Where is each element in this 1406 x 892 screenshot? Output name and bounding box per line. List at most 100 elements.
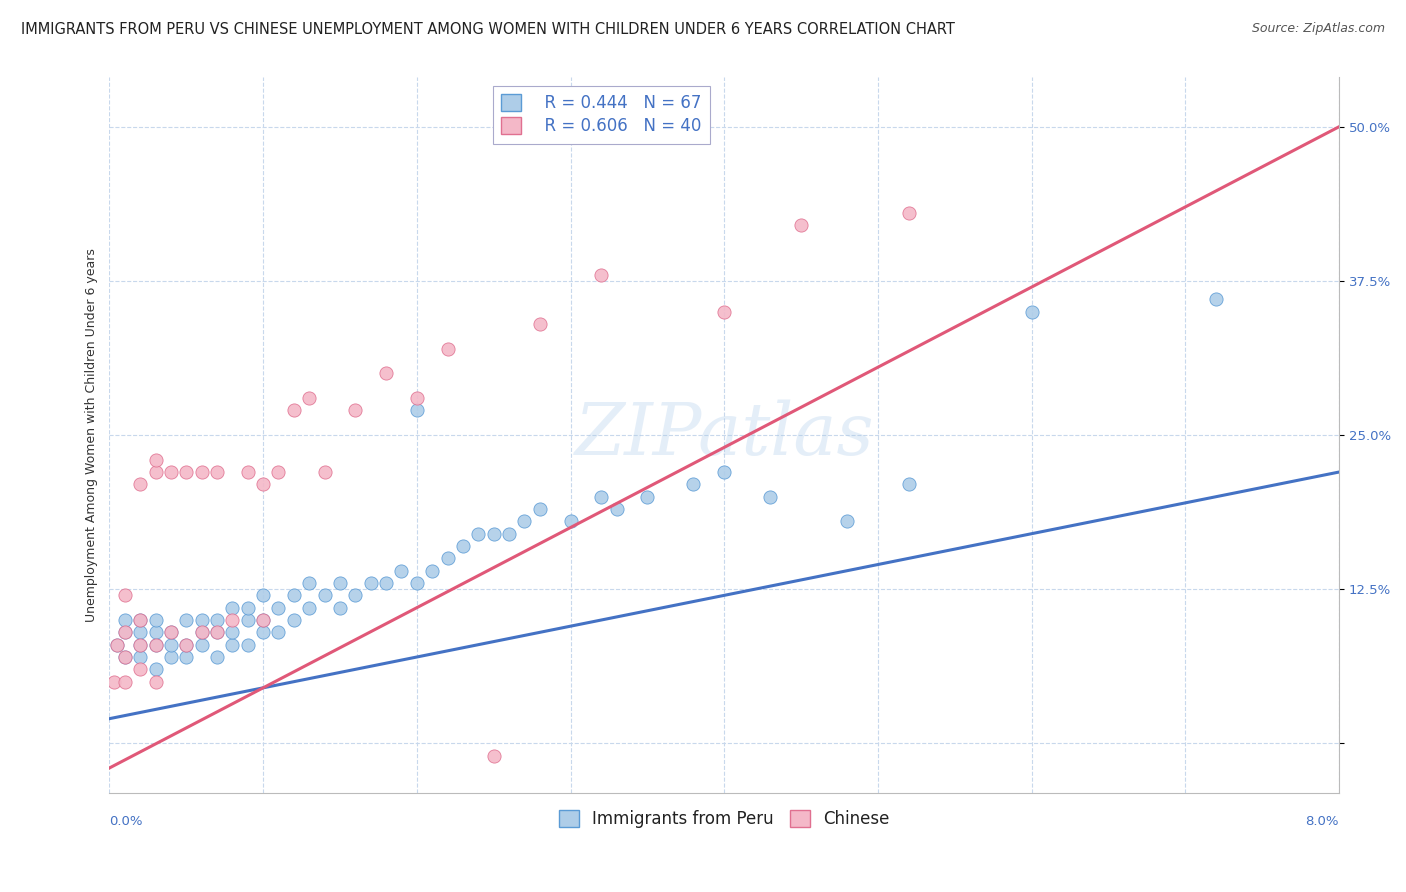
Point	[267, 465, 290, 479]
Point	[160, 625, 183, 640]
Point	[174, 638, 197, 652]
Point	[498, 526, 520, 541]
Point	[190, 465, 212, 479]
Point	[436, 551, 458, 566]
Point	[190, 625, 212, 640]
Point	[205, 465, 228, 479]
Point	[314, 588, 336, 602]
Text: 8.0%: 8.0%	[1306, 815, 1339, 828]
Point	[252, 625, 274, 640]
Point	[375, 576, 398, 591]
Point	[451, 539, 474, 553]
Point	[105, 638, 128, 652]
Point	[160, 650, 183, 665]
Point	[105, 638, 128, 652]
Point	[205, 613, 228, 627]
Point	[252, 588, 274, 602]
Point	[897, 477, 920, 491]
Point	[236, 613, 259, 627]
Point	[252, 613, 274, 627]
Point	[129, 613, 152, 627]
Point	[160, 625, 183, 640]
Point	[529, 317, 551, 331]
Point	[298, 391, 321, 405]
Point	[145, 638, 167, 652]
Point	[145, 674, 167, 689]
Point	[129, 625, 152, 640]
Point	[298, 576, 321, 591]
Point	[114, 650, 136, 665]
Point	[329, 576, 352, 591]
Point	[713, 465, 735, 479]
Point	[145, 638, 167, 652]
Point	[190, 625, 212, 640]
Point	[682, 477, 704, 491]
Point	[591, 268, 613, 282]
Point	[114, 613, 136, 627]
Point	[713, 304, 735, 318]
Point	[314, 465, 336, 479]
Point	[283, 588, 305, 602]
Point	[221, 625, 243, 640]
Point	[129, 650, 152, 665]
Point	[236, 465, 259, 479]
Point	[375, 367, 398, 381]
Point	[174, 613, 197, 627]
Point	[129, 638, 152, 652]
Point	[129, 613, 152, 627]
Point	[174, 465, 197, 479]
Point	[236, 600, 259, 615]
Point	[114, 625, 136, 640]
Point	[145, 613, 167, 627]
Point	[790, 219, 813, 233]
Point	[252, 477, 274, 491]
Point	[190, 638, 212, 652]
Point	[329, 600, 352, 615]
Point	[467, 526, 489, 541]
Text: ZIPatlas: ZIPatlas	[575, 400, 875, 470]
Point	[145, 465, 167, 479]
Point	[482, 526, 505, 541]
Legend: Immigrants from Peru, Chinese: Immigrants from Peru, Chinese	[553, 803, 897, 834]
Point	[205, 625, 228, 640]
Point	[114, 674, 136, 689]
Point	[420, 564, 443, 578]
Text: IMMIGRANTS FROM PERU VS CHINESE UNEMPLOYMENT AMONG WOMEN WITH CHILDREN UNDER 6 Y: IMMIGRANTS FROM PERU VS CHINESE UNEMPLOY…	[21, 22, 955, 37]
Point	[513, 514, 536, 528]
Point	[267, 625, 290, 640]
Point	[298, 600, 321, 615]
Point	[103, 674, 125, 689]
Point	[405, 403, 427, 417]
Point	[482, 748, 505, 763]
Point	[360, 576, 382, 591]
Point	[129, 477, 152, 491]
Point	[221, 613, 243, 627]
Point	[759, 490, 782, 504]
Point	[405, 576, 427, 591]
Y-axis label: Unemployment Among Women with Children Under 6 years: Unemployment Among Women with Children U…	[86, 248, 98, 622]
Point	[160, 465, 183, 479]
Point	[205, 625, 228, 640]
Point	[129, 638, 152, 652]
Point	[190, 613, 212, 627]
Point	[283, 613, 305, 627]
Point	[267, 600, 290, 615]
Point	[897, 206, 920, 220]
Point	[636, 490, 658, 504]
Point	[174, 638, 197, 652]
Point	[221, 600, 243, 615]
Point	[283, 403, 305, 417]
Point	[837, 514, 859, 528]
Point	[1205, 293, 1227, 307]
Point	[606, 502, 628, 516]
Point	[114, 625, 136, 640]
Point	[114, 650, 136, 665]
Point	[221, 638, 243, 652]
Point	[114, 588, 136, 602]
Point	[436, 342, 458, 356]
Point	[252, 613, 274, 627]
Text: Source: ZipAtlas.com: Source: ZipAtlas.com	[1251, 22, 1385, 36]
Point	[145, 452, 167, 467]
Point	[344, 403, 367, 417]
Point	[129, 662, 152, 676]
